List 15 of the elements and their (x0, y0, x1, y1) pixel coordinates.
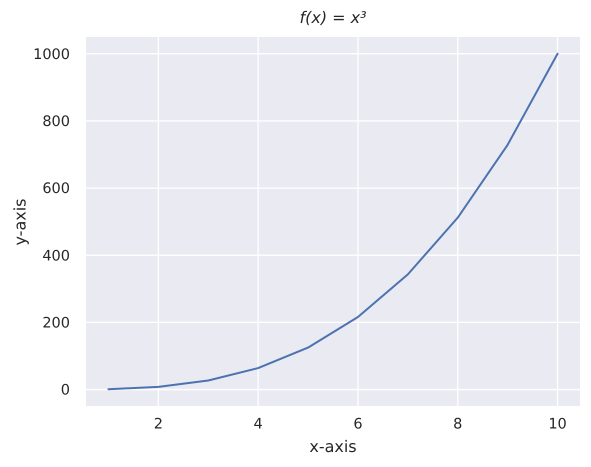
y-tick-label: 400 (42, 248, 70, 264)
y-tick-label: 200 (42, 316, 70, 332)
chart-title: f(x) = x³ (298, 8, 368, 27)
x-tick-label: 4 (254, 416, 263, 432)
x-tick-label: 8 (453, 416, 462, 432)
x-tick-label: 2 (154, 416, 163, 432)
line-series (107, 52, 559, 390)
y-tick-label: 600 (42, 181, 70, 198)
y-tick-label: 0 (60, 382, 70, 399)
x-tick-label: 10 (548, 416, 567, 432)
y-axis-title: y-axis (10, 198, 30, 246)
x-tick-label: 6 (353, 416, 363, 432)
y-tick-label: 1000 (33, 46, 70, 63)
y-tick-label: 800 (42, 114, 70, 130)
x-axis-title: x-axis (308, 437, 358, 456)
